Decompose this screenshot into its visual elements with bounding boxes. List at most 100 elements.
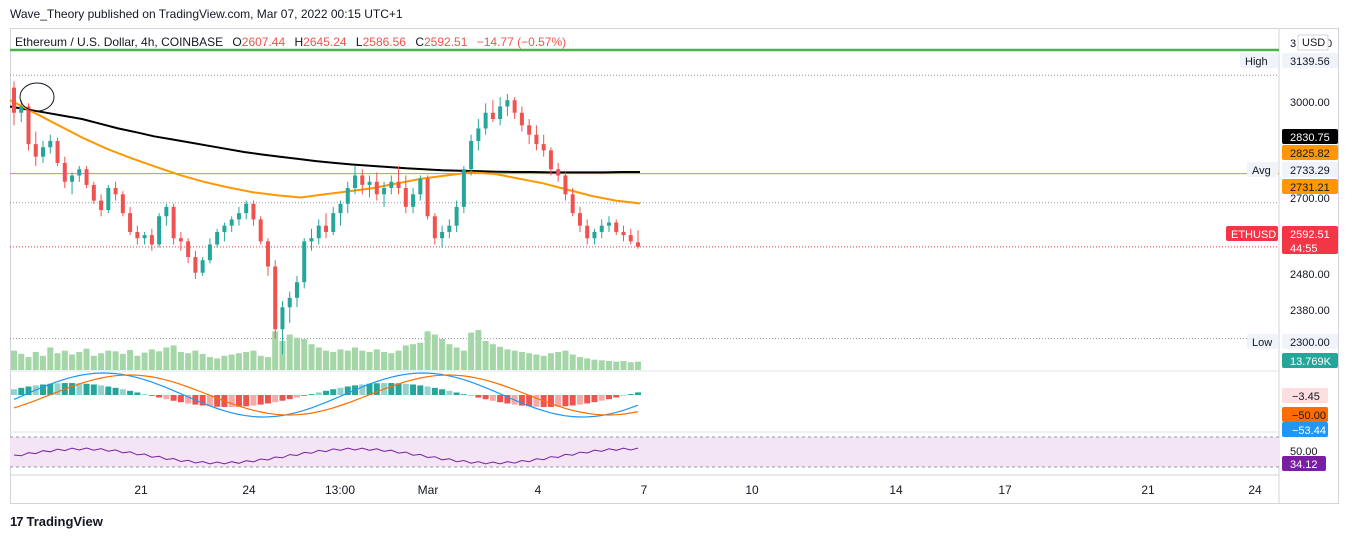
volume-bar (61, 350, 68, 370)
price-pill (1282, 145, 1338, 160)
volume-bar (584, 358, 591, 370)
candle (512, 100, 517, 113)
x-tick-label: 13:00 (325, 483, 355, 497)
currency-label: USD (1302, 37, 1325, 49)
macd-histogram-bar (301, 395, 308, 396)
candle (577, 213, 582, 226)
volume-bar (627, 362, 634, 370)
volume-bar (199, 353, 206, 370)
candle (374, 181, 379, 195)
legend-close-label: C (415, 35, 424, 49)
y-tick-label-top: 3 (1290, 38, 1296, 50)
price-label-name: Low (1252, 337, 1272, 349)
macd-histogram-bar (359, 384, 366, 395)
macd-histogram-bar (627, 394, 634, 395)
candle (367, 181, 372, 185)
volume-bar (25, 357, 32, 370)
candle (440, 231, 445, 239)
legend-symbol: Ethereum / U.S. Dollar, 4h, COINBASE (15, 35, 224, 49)
volume-bar (569, 354, 576, 370)
volume-bar (156, 351, 163, 370)
candle (432, 216, 437, 239)
macd-histogram-bar (119, 389, 126, 395)
macd-histogram-bar (199, 395, 206, 406)
candle (505, 100, 510, 107)
legend-high-label: H (294, 35, 304, 49)
candle (258, 219, 263, 242)
publisher-line: Wave_Theory published on TradingView.com… (10, 7, 403, 21)
legend-open-value: 2607.44 (241, 35, 286, 49)
candle (519, 112, 524, 126)
candle (91, 184, 96, 201)
volume-bar (148, 349, 155, 370)
candle (48, 140, 53, 148)
candle (106, 188, 111, 210)
volume-bar (18, 353, 25, 370)
price-label-name: High (1245, 56, 1268, 68)
volume-bar (388, 353, 395, 370)
volume-bar (337, 349, 344, 370)
x-tick-label: 10 (745, 483, 759, 497)
candle (26, 106, 31, 145)
volume-bar (98, 353, 105, 370)
macd-histogram-bar (613, 395, 620, 398)
volume-bar (83, 348, 90, 370)
volume-bar (417, 342, 424, 370)
y-tick-label: 2380.00 (1290, 305, 1330, 317)
ma-long-line (9, 105, 640, 174)
volume-bar (32, 351, 39, 370)
candle (120, 194, 125, 214)
y-tick-label: 2700.00 (1290, 193, 1330, 205)
volume-bar (511, 350, 518, 370)
tradingview-logo[interactable]: 17 TradingView (10, 514, 103, 529)
candle (425, 178, 430, 217)
volume-bar (410, 344, 417, 370)
volume-bar (170, 345, 177, 370)
candle (193, 257, 198, 273)
macd-histogram-bar (69, 383, 76, 395)
macd-histogram-bar (279, 395, 286, 401)
macd-histogram-bar (257, 395, 264, 405)
macd-histogram-bar (518, 395, 525, 406)
macd-histogram-bar (250, 395, 257, 406)
candle (200, 260, 205, 273)
price-pill-value: 2830.75 (1290, 132, 1330, 144)
volume-bar (562, 350, 569, 370)
macd-histogram-bar (206, 395, 213, 407)
macd-histogram-bar (177, 395, 184, 403)
macd-histogram-bar (344, 386, 351, 395)
volume-bar (119, 353, 126, 370)
macd-histogram-bar (460, 394, 467, 395)
volume-bar (453, 347, 460, 370)
macd-histogram-bar (272, 395, 279, 403)
candle (280, 307, 285, 330)
x-tick-label: 17 (998, 483, 1012, 497)
macd-histogram-bar (105, 386, 112, 395)
price-pill (1282, 162, 1338, 177)
macd-value-pill (1282, 388, 1328, 403)
volume-bar (439, 339, 446, 370)
candle (541, 144, 546, 151)
legend-close-value: 2592.51 (424, 35, 468, 49)
macd-histogram-bar (562, 395, 569, 407)
macd-histogram-bar (337, 387, 344, 395)
candle (244, 203, 249, 214)
price-pill-value: 2731.21 (1290, 182, 1330, 194)
candle (403, 188, 408, 207)
price-pill (1282, 226, 1338, 254)
volume-bar (221, 355, 228, 370)
macd-value-pill (1282, 407, 1328, 422)
macd-histogram-bar (308, 394, 315, 395)
volume-bar (482, 340, 489, 370)
candle (534, 134, 539, 145)
macd-histogram-bar (25, 386, 32, 395)
volume-bar (235, 353, 242, 370)
x-tick-label: 24 (242, 483, 256, 497)
candle (563, 175, 568, 195)
volume-bar (352, 347, 359, 370)
volume-bar (243, 351, 250, 370)
candle (236, 213, 241, 220)
volume-bar (526, 353, 533, 370)
volume-bar (76, 351, 83, 370)
